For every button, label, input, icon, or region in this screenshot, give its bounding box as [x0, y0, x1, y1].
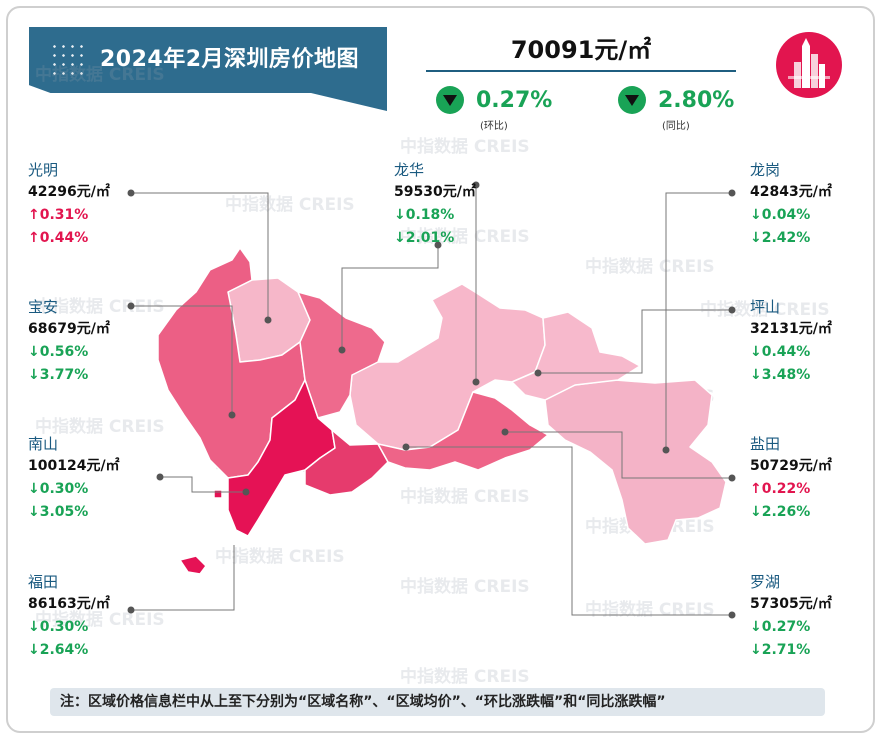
mom-change: 0.27% [436, 86, 552, 114]
leader-dot [728, 306, 736, 314]
leader-dot [127, 302, 135, 310]
district-name: 盐田 [750, 435, 781, 453]
district-name: 宝安 [28, 298, 59, 316]
leader-dot [728, 474, 736, 482]
city-average-box: 70091元/㎡ [426, 28, 736, 72]
island-shape [213, 489, 223, 499]
district-name: 龙华 [394, 161, 425, 179]
district-shape-nanshan[interactable] [227, 379, 336, 537]
district-mom: ↓0.27% [750, 619, 811, 635]
leader-dot [228, 411, 236, 419]
leader-dot [402, 443, 410, 451]
district-price: 86163元/㎡ [28, 596, 110, 612]
district-mom: ↓0.56% [28, 344, 89, 360]
leader-dot [472, 378, 480, 386]
district-name: 光明 [28, 161, 59, 179]
yoy-change-value: 2.80% [658, 87, 735, 113]
dot-grid-icon [50, 42, 86, 78]
mom-change-label: (环比) [480, 121, 508, 132]
district-yoy: ↑0.44% [28, 230, 89, 246]
district-name: 罗湖 [750, 573, 781, 591]
mom-change-value: 0.27% [476, 87, 553, 113]
district-price: 59530元/㎡ [394, 184, 476, 200]
district-info-yantian: 盐田 50729元/㎡ ↑0.22% ↓2.26% [750, 433, 860, 524]
district-price: 68679元/㎡ [28, 321, 110, 337]
leader-dot [662, 446, 670, 454]
district-price: 32131元/㎡ [750, 321, 832, 337]
district-info-longgang: 龙岗 42843元/㎡ ↓0.04% ↓2.42% [750, 159, 860, 250]
district-name: 南山 [28, 435, 59, 453]
district-shape-luohu[interactable] [377, 391, 549, 471]
district-mom: ↑0.31% [28, 207, 89, 223]
leader-dot [156, 473, 164, 481]
district-info-guangming: 光明 42296元/㎡ ↑0.31% ↑0.44% [28, 159, 178, 250]
leader-line-luohu [406, 446, 732, 616]
district-name: 坪山 [750, 298, 781, 316]
leader-dot [534, 369, 542, 377]
leader-dot [728, 611, 736, 619]
leader-dot [472, 181, 480, 189]
district-yoy: ↓2.26% [750, 504, 811, 520]
district-info-futian: 福田 86163元/㎡ ↓0.30% ↓2.64% [28, 571, 178, 662]
district-yoy: ↓3.05% [28, 504, 89, 520]
district-info-pingshan: 坪山 32131元/㎡ ↓0.44% ↓3.48% [750, 296, 860, 387]
district-info-luohu: 罗湖 57305元/㎡ ↓0.27% ↓2.71% [750, 571, 860, 662]
city-skyline-logo [776, 32, 842, 98]
district-price: 42843元/㎡ [750, 184, 832, 200]
leader-line-pingshan [538, 309, 732, 374]
district-info-baoan: 宝安 68679元/㎡ ↓0.56% ↓3.77% [28, 296, 178, 387]
leader-dot [338, 346, 346, 354]
down-triangle-icon [436, 86, 464, 114]
district-yoy: ↓2.42% [750, 230, 811, 246]
district-price: 42296元/㎡ [28, 184, 110, 200]
leader-line-longgang [665, 192, 732, 450]
leader-line-longhua [341, 245, 439, 350]
district-mom: ↓0.18% [394, 207, 455, 223]
district-price: 50729元/㎡ [750, 458, 832, 474]
leader-line-guangming [131, 192, 269, 320]
leader-line-nanshan [160, 476, 246, 493]
yoy-change-label: (同比) [662, 121, 690, 132]
down-triangle-icon [618, 86, 646, 114]
leader-dot [264, 316, 272, 324]
district-shape-longhua[interactable] [297, 291, 386, 419]
district-name: 龙岗 [750, 161, 781, 179]
title-banner [29, 27, 387, 93]
district-yoy: ↓3.77% [28, 367, 89, 383]
district-yoy: ↓2.71% [750, 642, 811, 658]
district-mom: ↓0.04% [750, 207, 811, 223]
district-mom: ↓0.44% [750, 344, 811, 360]
yoy-change: 2.80% [618, 86, 734, 114]
city-average-price: 70091元/㎡ [510, 36, 652, 64]
island-shape [179, 555, 207, 575]
district-mom: ↓0.30% [28, 619, 89, 635]
district-yoy: ↓2.01% [394, 230, 455, 246]
leader-line-futian [131, 545, 235, 611]
leader-line-baoan [131, 305, 233, 415]
leader-dot [728, 189, 736, 197]
leader-dot [434, 241, 442, 249]
district-yoy: ↓3.48% [750, 367, 811, 383]
district-shape-pingshan[interactable] [511, 311, 641, 401]
district-info-nanshan: 南山 100124元/㎡ ↓0.30% ↓3.05% [28, 433, 178, 524]
district-mom: ↓0.30% [28, 481, 89, 497]
district-shape-yantian[interactable] [544, 379, 727, 545]
page-title: 2024年2月深圳房价地图 [100, 47, 360, 72]
leader-dot [501, 428, 509, 436]
district-name: 福田 [28, 573, 59, 591]
district-yoy: ↓2.64% [28, 642, 89, 658]
footnote: 注：区域价格信息栏中从上至下分别为“区域名称”、“区域均价”、“环比涨跌幅”和“… [50, 688, 825, 716]
leader-dot [127, 189, 135, 197]
district-shape-futian[interactable] [304, 429, 389, 496]
district-mom: ↑0.22% [750, 481, 811, 497]
district-info-longhua: 龙华 59530元/㎡ ↓0.18% ↓2.01% [394, 159, 544, 250]
leader-dot [127, 606, 135, 614]
district-price: 57305元/㎡ [750, 596, 832, 612]
district-price: 100124元/㎡ [28, 458, 120, 474]
leader-dot [242, 488, 250, 496]
leader-line-yantian [505, 431, 732, 479]
